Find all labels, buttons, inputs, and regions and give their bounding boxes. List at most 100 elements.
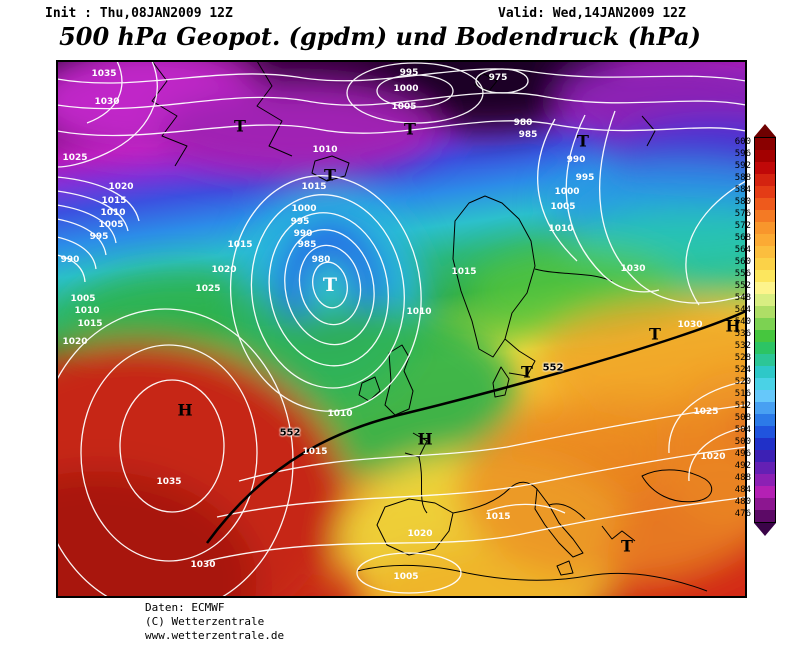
legend-value: 540	[734, 317, 751, 327]
legend-value: 560	[734, 257, 751, 267]
low-pressure-marker: T	[649, 324, 661, 344]
legend-value: 528	[734, 353, 751, 363]
isobar-label: 1000	[554, 187, 580, 197]
isobar-label: 990	[566, 155, 586, 165]
legend-value: 492	[734, 461, 751, 471]
legend-value: 592	[734, 161, 751, 171]
legend-colorbar-cells	[754, 137, 776, 523]
credits-copyright: (C) Wetterzentrale	[145, 615, 265, 628]
credits-website: www.wetterzentrale.de	[145, 629, 285, 642]
legend-value: 548	[734, 293, 751, 303]
legend-color-cell	[755, 186, 775, 198]
legend-color-cell	[755, 366, 775, 378]
legend-arrow-bottom	[754, 523, 776, 536]
legend-value: 600	[734, 137, 751, 147]
legend-color-cell	[755, 498, 775, 510]
legend-value: 552	[734, 281, 751, 291]
isobar-label: 1025	[195, 284, 221, 294]
legend-color-cell	[755, 318, 775, 330]
valid-time-label: Valid: Wed,14JAN2009 12Z	[498, 6, 686, 21]
legend-color-cell	[755, 330, 775, 342]
isobar-label: 1025	[693, 407, 719, 417]
isobar-label: 985	[297, 240, 317, 250]
legend-color-cell	[755, 378, 775, 390]
isobar-label: 1035	[91, 69, 117, 79]
isobar-label: 1000	[393, 84, 419, 94]
legend-value: 596	[734, 149, 751, 159]
legend-color-cell	[755, 462, 775, 474]
legend-value: 584	[734, 185, 751, 195]
isobar-label: 1035	[156, 477, 182, 487]
legend-color-cell	[755, 474, 775, 486]
isobar-label: 1010	[327, 409, 353, 419]
legend-value: 556	[734, 269, 751, 279]
legend-values-column: 600 596 592 588 584 580 576 572 568 564 560 556 552 5…	[730, 124, 754, 536]
isobar-label: 1010	[100, 208, 126, 218]
isobar-label: 980	[311, 255, 331, 265]
legend-value: 500	[734, 437, 751, 447]
legend-color-cell	[755, 282, 775, 294]
legend-value: 572	[734, 221, 751, 231]
map-overlay: 1035 1030 1025 1020 1015 1010 1005 995 990 995 100…	[57, 61, 746, 597]
legend-color-cell	[755, 510, 775, 522]
isobar-label: 1000	[291, 204, 317, 214]
legend-color-cell	[755, 486, 775, 498]
legend-value: 588	[734, 173, 751, 183]
legend-color-cell	[755, 354, 775, 366]
legend-color-cell	[755, 162, 775, 174]
legend-color-cell	[755, 222, 775, 234]
geopotential-552-label: 552	[279, 427, 301, 439]
legend-color-cell	[755, 426, 775, 438]
legend-color-cell	[755, 438, 775, 450]
isobar-label: 1010	[406, 307, 432, 317]
low-pressure-marker: T	[234, 116, 246, 136]
legend-value: 516	[734, 389, 751, 399]
legend-color-cell	[755, 174, 775, 186]
isobar-label: 1020	[62, 337, 88, 347]
credits: Daten: ECMWF (C) Wetterzentrale www.wett…	[145, 601, 284, 643]
low-pressure-marker: T	[521, 362, 533, 382]
high-pressure-marker: H	[177, 400, 193, 420]
legend-color-cell	[755, 294, 775, 306]
isobar-label: 985	[518, 130, 538, 140]
legend-value: 544	[734, 305, 751, 315]
isobar-label: 1030	[677, 320, 703, 330]
isobar-label: 1020	[700, 452, 726, 462]
legend: 600 596 592 588 584 580 576 572 568 564 560 556 552 5…	[730, 124, 776, 536]
legend-color-cell	[755, 402, 775, 414]
legend-value: 476	[734, 509, 751, 519]
legend-color-cell	[755, 270, 775, 282]
page-title: 500 hPa Geopot. (gpdm) und Bodendruck (h…	[59, 22, 701, 51]
isobar-label: 1005	[98, 220, 124, 230]
isobar-label: 975	[488, 73, 508, 83]
legend-color-cell	[755, 306, 775, 318]
isobar-label: 1010	[74, 306, 100, 316]
geopotential-552-contour	[205, 309, 746, 544]
low-pressure-marker: T	[404, 119, 416, 139]
legend-color-cell	[755, 138, 775, 150]
legend-value: 496	[734, 449, 751, 459]
legend-arrow-top	[754, 124, 776, 137]
legend-value: 488	[734, 473, 751, 483]
isobar-label: 995	[290, 217, 310, 227]
isobar-label: 1020	[108, 182, 134, 192]
isobar-label: 1015	[451, 267, 477, 277]
low-pressure-marker: T	[577, 131, 589, 151]
high-pressure-marker: H	[417, 429, 433, 449]
legend-value: 576	[734, 209, 751, 219]
isobar-label: 1025	[62, 153, 88, 163]
isobar-label: 990	[293, 229, 313, 239]
isobar-label: 1015	[101, 196, 127, 206]
legend-value: 520	[734, 377, 751, 387]
legend-value: 536	[734, 329, 751, 339]
legend-colorbar	[754, 124, 776, 536]
legend-color-cell	[755, 258, 775, 270]
isobar-label: 1010	[548, 224, 574, 234]
legend-value: 512	[734, 401, 751, 411]
isobar-label: 995	[399, 68, 419, 78]
isobar-label: 1020	[211, 265, 237, 275]
isobar-label: 1005	[393, 572, 419, 582]
init-time-label: Init : Thu,08JAN2009 12Z	[45, 6, 233, 21]
legend-value: 580	[734, 197, 751, 207]
